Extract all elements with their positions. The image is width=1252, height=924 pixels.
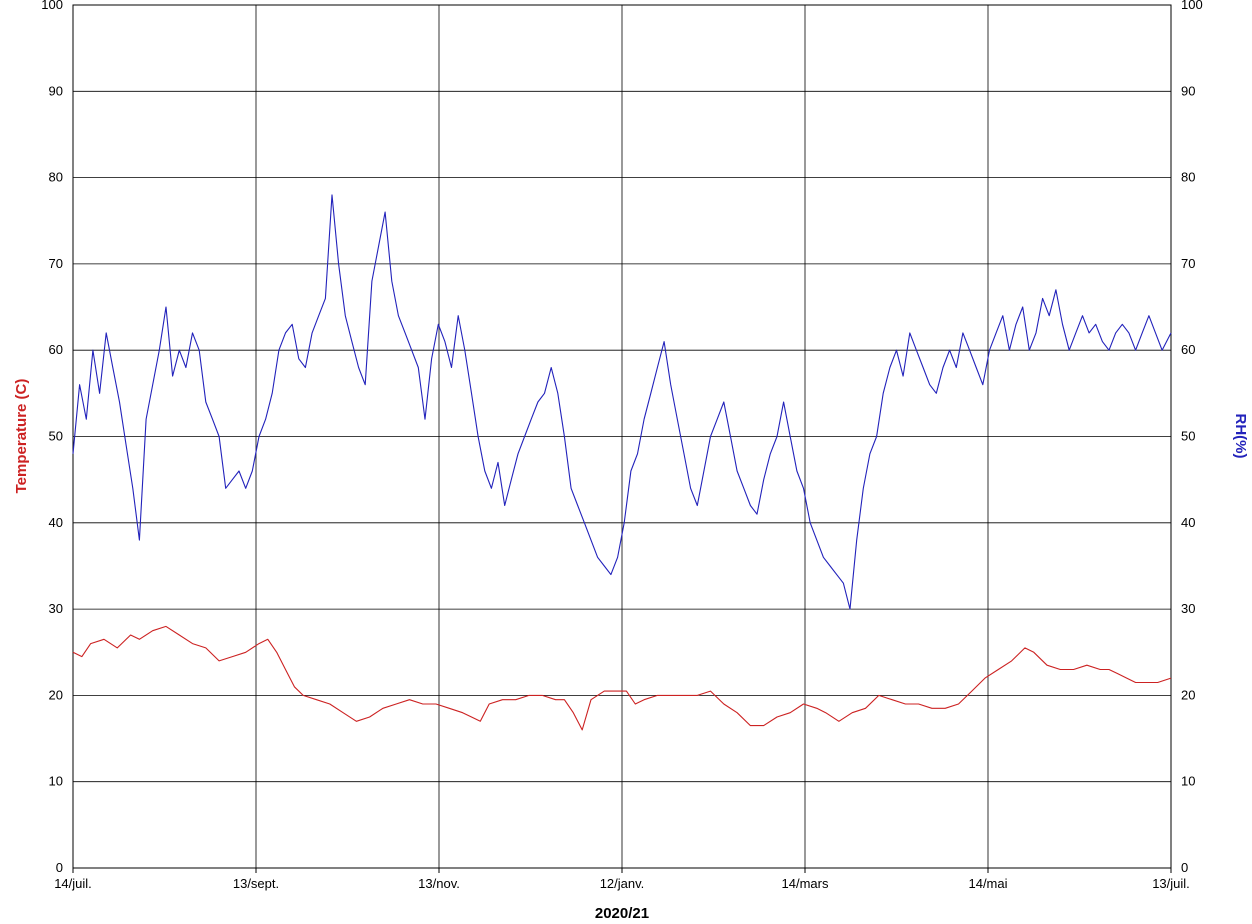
x-tick-label: 13/juil. — [1152, 876, 1190, 891]
left-y-tick-label: 30 — [49, 601, 63, 616]
left-y-tick-label: 80 — [49, 170, 63, 185]
right-y-tick-label: 30 — [1181, 601, 1195, 616]
right-y-tick-label: 80 — [1181, 170, 1195, 185]
x-tick-label: 14/mars — [782, 876, 829, 891]
left-y-tick-label: 40 — [49, 515, 63, 530]
right-y-tick-label: 60 — [1181, 342, 1195, 357]
left-y-tick-label: 100 — [41, 0, 63, 12]
left-axis-ticks: 0 10 20 30 40 50 60 70 80 90 100 — [41, 0, 63, 875]
left-y-tick-label: 50 — [49, 429, 63, 444]
right-y-tick-label: 100 — [1181, 0, 1203, 12]
x-tick-label: 13/sept. — [233, 876, 279, 891]
right-axis-ticks: 0 10 20 30 40 50 60 70 80 90 100 — [1181, 0, 1203, 875]
rh-series-line — [72, 194, 1172, 610]
right-y-tick-label: 50 — [1181, 429, 1195, 444]
x-tick-label: 14/mai — [968, 876, 1007, 891]
series-lines — [72, 194, 1172, 731]
left-y-tick-label: 60 — [49, 342, 63, 357]
x-axis-ticks: 14/juil. 13/sept. 13/nov. 12/janv. 14/mars 14… — [54, 868, 1190, 891]
left-axis-title: Temperature (C) — [13, 379, 30, 494]
temperature-series-line — [72, 625, 1172, 731]
right-y-tick-label: 0 — [1181, 860, 1188, 875]
right-y-tick-label: 70 — [1181, 256, 1195, 271]
right-y-tick-label: 40 — [1181, 515, 1195, 530]
left-y-tick-label: 90 — [49, 83, 63, 98]
x-axis-title: 2020/21 — [595, 905, 649, 922]
right-y-tick-label: 20 — [1181, 687, 1195, 702]
left-y-tick-label: 10 — [49, 774, 63, 789]
left-y-tick-label: 0 — [56, 860, 63, 875]
grid-lines — [72, 4, 1172, 869]
left-y-tick-label: 20 — [49, 687, 63, 702]
x-tick-label: 14/juil. — [54, 876, 92, 891]
x-tick-label: 12/janv. — [600, 876, 645, 891]
left-y-tick-label: 70 — [49, 256, 63, 271]
right-y-tick-label: 90 — [1181, 83, 1195, 98]
x-tick-label: 13/nov. — [418, 876, 460, 891]
right-axis-title: RH(%) — [1232, 414, 1249, 459]
right-y-tick-label: 10 — [1181, 774, 1195, 789]
